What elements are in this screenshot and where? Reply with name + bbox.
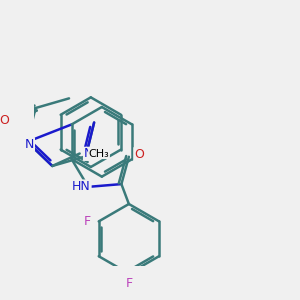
Text: HN: HN — [72, 180, 91, 193]
Text: O: O — [134, 148, 144, 161]
Text: N: N — [84, 147, 93, 160]
Text: N: N — [25, 138, 34, 151]
Text: F: F — [84, 215, 91, 228]
Text: CH₃: CH₃ — [88, 148, 110, 158]
Text: O: O — [0, 114, 9, 127]
Text: F: F — [125, 277, 132, 290]
